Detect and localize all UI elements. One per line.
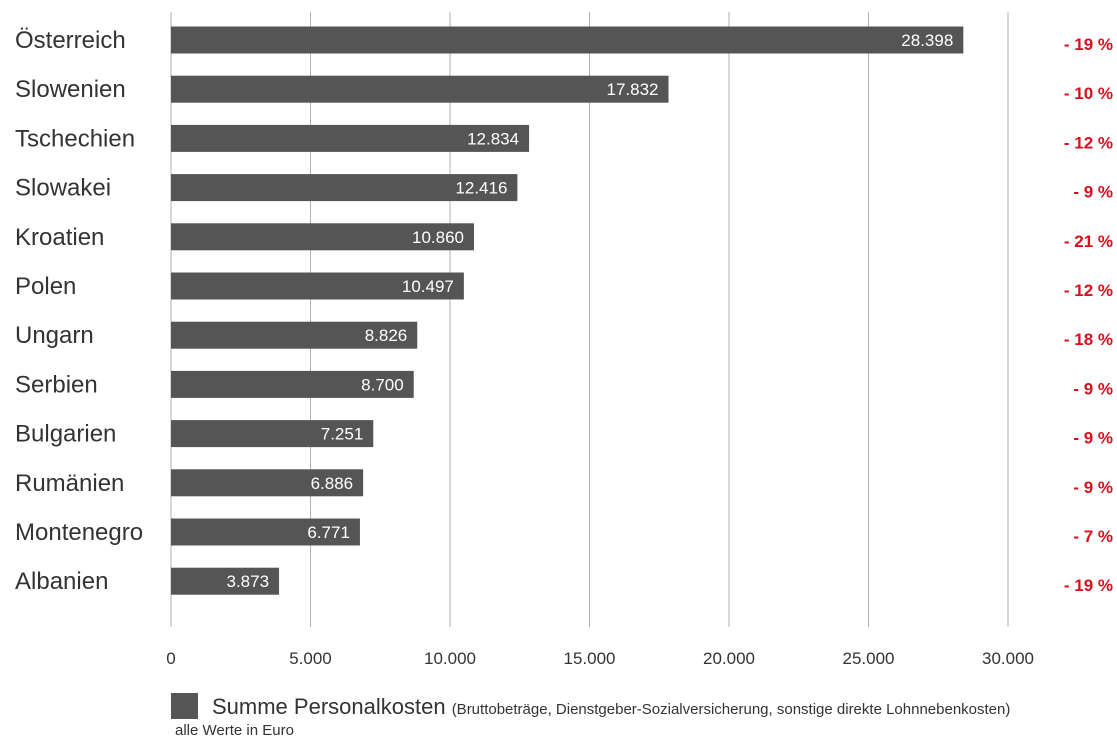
category-label: Ungarn (15, 322, 94, 349)
change-label: - 19 % (1064, 35, 1113, 54)
bar (171, 174, 518, 202)
change-label: - 7 % (1073, 527, 1113, 546)
bar (171, 420, 374, 448)
x-tick-label: 30.000 (982, 649, 1034, 668)
change-label: - 12 % (1064, 133, 1113, 152)
value-label: 6.771 (307, 523, 350, 542)
value-label: 8.700 (361, 375, 404, 394)
change-label: - 9 % (1073, 429, 1113, 448)
category-label: Rumänien (15, 470, 124, 497)
bar (171, 321, 418, 349)
bar (171, 124, 530, 152)
bar (171, 272, 464, 300)
value-label: 17.832 (607, 80, 659, 99)
value-label: 10.497 (402, 277, 454, 296)
change-label: - 10 % (1064, 84, 1113, 103)
value-label: 7.251 (321, 425, 364, 444)
value-label: 10.860 (412, 228, 464, 247)
unit-note: alle Werte in Euro (175, 722, 294, 739)
legend-detail: (Bruttobeträge, Dienstgeber-Sozialversic… (451, 701, 1011, 718)
category-label: Montenegro (15, 519, 143, 546)
bar (171, 75, 669, 103)
x-tick-label: 10.000 (424, 649, 476, 668)
value-label: 8.826 (365, 326, 408, 345)
x-tick-label: 5.000 (289, 649, 332, 668)
change-label: - 9 % (1073, 478, 1113, 497)
category-label: Serbien (15, 371, 98, 398)
bar (171, 223, 474, 251)
category-label: Slowakei (15, 175, 111, 202)
value-label: 12.416 (455, 179, 507, 198)
change-label: - 12 % (1064, 281, 1113, 300)
category-label: Slowenien (15, 76, 126, 103)
value-label: 28.398 (901, 31, 953, 50)
category-label: Polen (15, 273, 76, 300)
x-tick-label: 20.000 (703, 649, 755, 668)
category-label: Kroatien (15, 224, 104, 251)
x-tick-label: 0 (166, 649, 175, 668)
category-label: Bulgarien (15, 421, 116, 448)
bar (171, 567, 280, 595)
value-label: 3.873 (227, 572, 270, 591)
bar (171, 26, 964, 54)
value-label: 6.886 (311, 474, 354, 493)
bar (171, 469, 364, 497)
x-tick-label: 15.000 (564, 649, 616, 668)
legend-title: Summe Personalkosten (212, 694, 446, 719)
change-label: - 21 % (1064, 232, 1113, 251)
change-label: - 18 % (1064, 330, 1113, 349)
change-label: - 19 % (1064, 576, 1113, 595)
legend-label: Summe Personalkosten (Bruttobeträge, Die… (212, 694, 1010, 720)
change-label: - 9 % (1073, 183, 1113, 202)
bar (171, 518, 360, 546)
change-label: - 9 % (1073, 379, 1113, 398)
value-label: 12.834 (467, 129, 519, 148)
legend-swatch (171, 693, 198, 719)
bar (171, 370, 414, 398)
x-tick-label: 25.000 (843, 649, 895, 668)
category-label: Albanien (15, 568, 108, 595)
category-label: Österreich (15, 27, 126, 54)
category-label: Tschechien (15, 125, 135, 152)
